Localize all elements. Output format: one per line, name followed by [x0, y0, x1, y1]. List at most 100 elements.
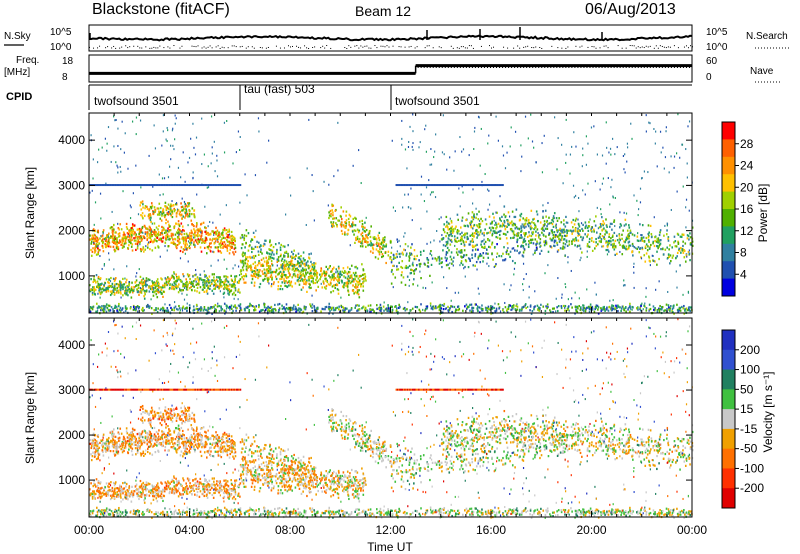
- nave-point: [233, 73, 235, 74]
- power-point: [574, 219, 577, 222]
- power-point: [467, 265, 470, 269]
- power-point: [405, 254, 408, 257]
- power-point: [352, 278, 355, 281]
- power-point: [349, 267, 351, 271]
- power-point: [270, 309, 273, 312]
- power-point: [354, 306, 356, 309]
- nsearch-point: [621, 47, 623, 49]
- nave-point: [688, 67, 690, 68]
- power-point: [458, 307, 461, 311]
- power-point: [425, 186, 428, 189]
- power-point: [467, 212, 470, 215]
- power-point: [203, 246, 206, 250]
- power-point: [90, 134, 92, 137]
- power-point: [242, 261, 245, 264]
- power-point: [688, 120, 691, 123]
- power-point: [344, 276, 347, 279]
- nave-point: [459, 67, 461, 68]
- power-point: [480, 243, 482, 246]
- nave-point: [321, 73, 323, 74]
- power-point: [309, 265, 311, 268]
- power-point: [298, 262, 301, 265]
- power-point: [226, 276, 229, 279]
- power-point: [254, 275, 257, 278]
- power-point: [562, 228, 565, 231]
- nsearch-point: [348, 45, 350, 47]
- power-point: [452, 228, 455, 231]
- power-point: [506, 249, 508, 252]
- power-point: [337, 169, 339, 172]
- power-point: [610, 309, 613, 312]
- power-point: [622, 284, 625, 287]
- power-point: [416, 305, 419, 309]
- power-point: [104, 282, 107, 285]
- power-point: [524, 218, 526, 221]
- power-point: [525, 306, 527, 310]
- nave-point: [324, 73, 326, 74]
- power-point: [278, 307, 281, 310]
- power-point: [334, 209, 337, 212]
- power-point: [603, 305, 605, 309]
- power-point: [292, 253, 295, 256]
- power-point: [146, 246, 149, 249]
- power-point: [302, 257, 305, 260]
- power-point: [257, 253, 260, 257]
- power-point: [426, 265, 429, 268]
- power-point: [440, 261, 443, 265]
- power-point: [376, 241, 378, 244]
- power-point: [117, 232, 120, 236]
- power-point: [142, 288, 144, 291]
- nsearch-point: [392, 45, 394, 47]
- power-point: [355, 217, 357, 220]
- power-point: [336, 270, 339, 273]
- power-point: [470, 233, 473, 237]
- nsearch-point: [99, 45, 101, 47]
- nsearch-point: [673, 45, 675, 47]
- power-point: [148, 305, 151, 308]
- power-point: [582, 236, 584, 240]
- nave-point: [676, 67, 678, 68]
- power-point: [410, 309, 412, 312]
- power-point: [295, 254, 297, 257]
- power-point: [644, 260, 647, 263]
- power-point: [167, 282, 170, 285]
- power-point: [242, 255, 244, 258]
- power-point: [496, 255, 498, 258]
- power-point: [277, 288, 279, 291]
- power-point: [338, 281, 340, 284]
- power-point: [607, 309, 610, 312]
- nave-point: [511, 67, 513, 68]
- power-point: [640, 238, 643, 241]
- power-point: [426, 258, 429, 261]
- power-point: [159, 232, 162, 235]
- power-point: [691, 244, 694, 247]
- freq-tick-top: 18: [62, 56, 74, 67]
- power-point: [464, 232, 466, 235]
- power-point: [214, 283, 217, 286]
- power-point: [690, 243, 693, 246]
- power-point: [364, 221, 366, 224]
- power-point: [449, 255, 452, 258]
- power-point: [584, 221, 587, 224]
- power-point: [268, 309, 271, 313]
- nave-point: [236, 73, 238, 74]
- power-point: [167, 309, 169, 312]
- power-point: [134, 231, 136, 234]
- power-point: [554, 244, 556, 248]
- power-point: [309, 283, 311, 286]
- nsearch-point: [587, 46, 589, 48]
- power-point: [364, 230, 367, 233]
- freq-label-2: [MHz]: [4, 67, 30, 78]
- power-point: [345, 284, 347, 287]
- power-point: [223, 245, 225, 248]
- power-point: [588, 307, 591, 310]
- power-point: [281, 288, 284, 291]
- power-point: [185, 286, 188, 289]
- power-point: [456, 305, 459, 308]
- power-point: [313, 265, 316, 268]
- power-point: [358, 229, 361, 232]
- power-point: [341, 279, 343, 283]
- power-point: [610, 307, 612, 310]
- power-point: [101, 282, 103, 285]
- power-point: [280, 263, 282, 267]
